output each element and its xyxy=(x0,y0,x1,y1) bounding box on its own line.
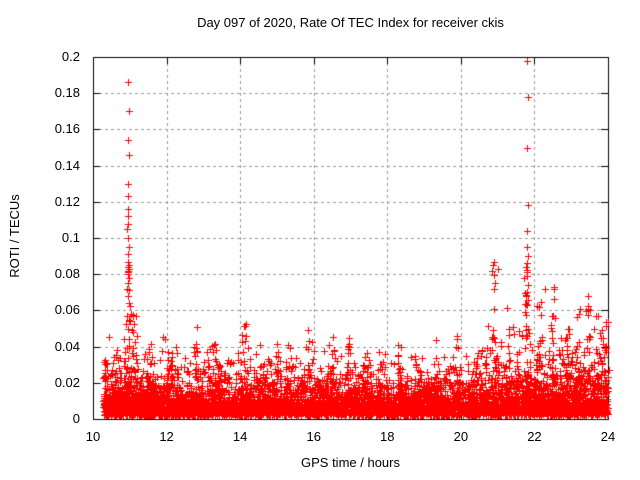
y-tick-label: 0.08 xyxy=(54,266,80,282)
x-tick-label: 20 xyxy=(453,429,469,444)
y-tick-label: 0.18 xyxy=(54,85,80,101)
x-tick-label: 10 xyxy=(85,429,101,444)
x-tick-label: 16 xyxy=(306,429,321,444)
y-tick-label: 0.12 xyxy=(54,193,80,209)
x-tick-label: 22 xyxy=(527,429,542,444)
x-tick-label: 14 xyxy=(232,429,248,444)
x-tick-label: 18 xyxy=(380,429,395,444)
y-tick-label: 0.04 xyxy=(54,338,80,354)
y-tick-label: 0.1 xyxy=(61,230,80,245)
x-axis-label: GPS time / hours xyxy=(301,455,400,470)
y-tick-label: 0.06 xyxy=(54,302,80,318)
y-tick-label: 0.14 xyxy=(54,157,80,173)
y-tick-label: 0 xyxy=(72,411,80,426)
y-tick-label: 0.02 xyxy=(54,374,80,390)
chart-title: Day 097 of 2020, Rate Of TEC Index for r… xyxy=(197,15,504,30)
x-tick-label: 12 xyxy=(159,429,174,444)
x-tick-label: 24 xyxy=(600,429,616,444)
y-tick-label: 0.2 xyxy=(61,49,80,64)
y-tick-label: 0.16 xyxy=(54,121,80,137)
